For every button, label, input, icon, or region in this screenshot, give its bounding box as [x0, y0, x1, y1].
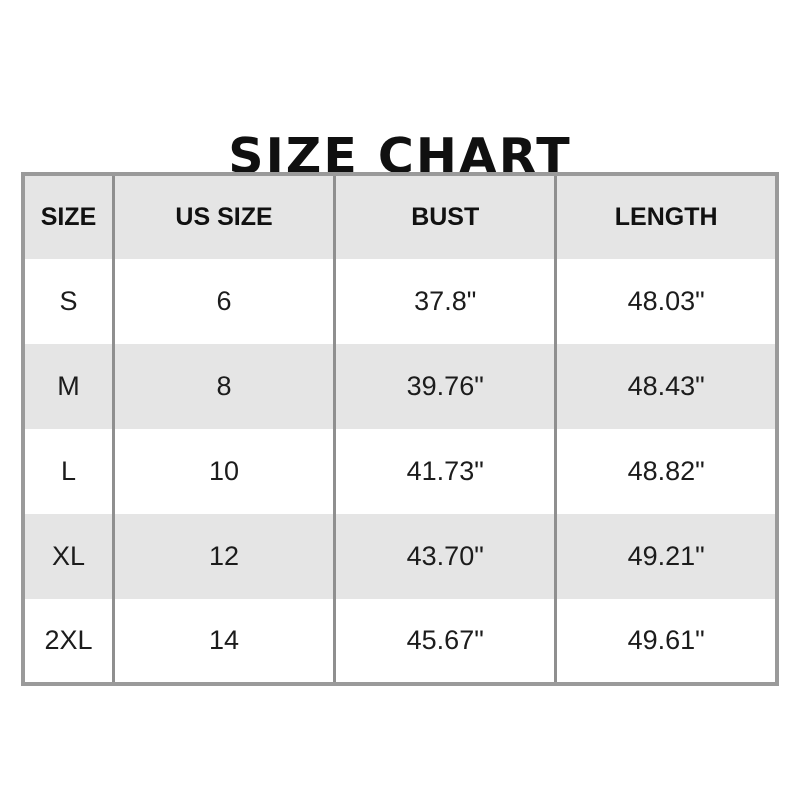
length-cell: 49.61"	[554, 599, 777, 684]
us-size-cell: 6	[111, 259, 335, 344]
size-cell: XL	[51, 541, 85, 571]
bust-cell: 39.76"	[333, 344, 556, 429]
size-cell: 2XL	[44, 625, 93, 655]
us-size-cell: 8	[111, 344, 335, 429]
length-cell: 49.21"	[554, 514, 777, 599]
size-chart-table: SIZE US SIZE BUST LENGTH S 6 37.8" 48.03…	[21, 172, 779, 686]
size-cell: S	[59, 286, 78, 316]
bust-cell: 43.70"	[333, 514, 556, 599]
column-header-us-size: US SIZE	[111, 174, 335, 259]
us-size-cell: 12	[111, 514, 335, 599]
size-cell: L	[60, 456, 76, 486]
bust-cell: 37.8"	[333, 259, 556, 344]
bust-cell: 45.67"	[333, 599, 556, 684]
column-header-size: SIZE	[40, 203, 97, 231]
us-size-cell: 14	[111, 599, 335, 684]
table-header-row: SIZE US SIZE BUST LENGTH	[23, 174, 777, 259]
length-cell: 48.43"	[554, 344, 777, 429]
length-cell: 48.03"	[554, 259, 777, 344]
table-row-s: S 6 37.8" 48.03"	[23, 259, 777, 344]
us-size-cell: 10	[111, 429, 335, 514]
column-header-length: LENGTH	[554, 174, 777, 259]
table-row-xl: XL 12 43.70" 49.21"	[23, 514, 777, 599]
table-row-2xl: 2XL 14 45.67" 49.61"	[23, 599, 777, 684]
table-row-m: M 8 39.76" 48.43"	[23, 344, 777, 429]
size-cell: M	[57, 371, 80, 401]
column-header-bust: BUST	[333, 174, 556, 259]
bust-cell: 41.73"	[333, 429, 556, 514]
table-row-l: L 10 41.73" 48.82"	[23, 429, 777, 514]
length-cell: 48.82"	[554, 429, 777, 514]
